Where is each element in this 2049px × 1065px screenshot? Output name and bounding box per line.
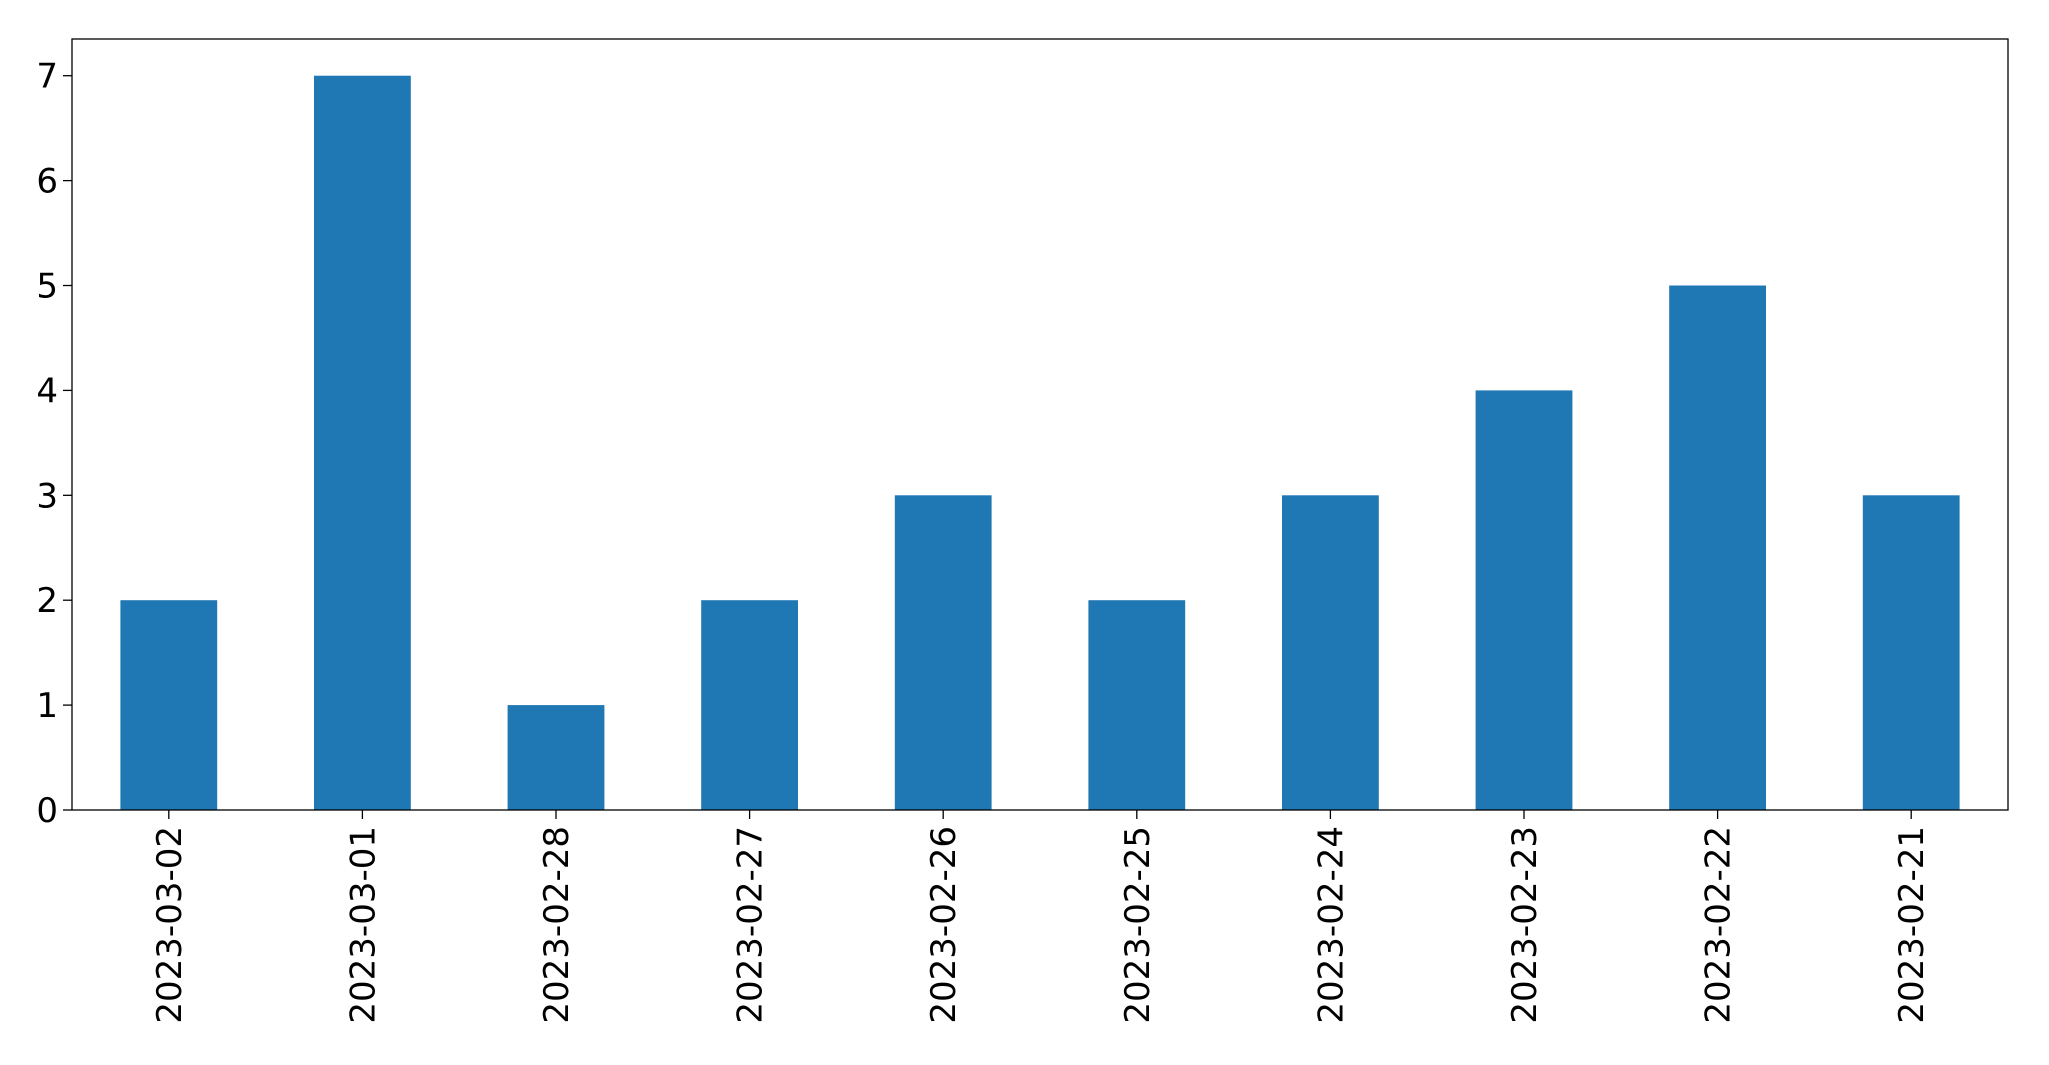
x-tick-label: 2023-02-28: [537, 826, 577, 1024]
y-tick-label: 5: [36, 267, 58, 307]
y-tick-label: 6: [36, 162, 58, 202]
x-tick-label: 2023-02-23: [1505, 826, 1545, 1024]
x-tick-label: 2023-02-27: [731, 826, 771, 1024]
x-tick-label: 2023-02-22: [1699, 826, 1739, 1024]
x-tick-label: 2023-03-01: [343, 826, 383, 1024]
plot-frame: [71, 38, 2009, 811]
y-tick-label: 7: [36, 57, 58, 97]
bar: [120, 600, 218, 810]
y-tick-label: 0: [36, 791, 58, 831]
x-tick-label: 2023-03-02: [150, 826, 190, 1024]
x-tick-label: 2023-02-25: [1118, 826, 1158, 1024]
bar: [894, 495, 992, 810]
bar: [314, 75, 411, 810]
x-tick-label: 2023-02-24: [1311, 826, 1351, 1024]
y-tick-label: 1: [36, 686, 58, 726]
y-tick-label: 3: [36, 476, 58, 516]
bar: [1088, 600, 1186, 810]
bar: [507, 705, 605, 810]
bar: [1862, 495, 1960, 810]
bar: [1669, 285, 1766, 810]
y-tick-label: 4: [36, 371, 58, 411]
bar: [1475, 390, 1573, 810]
bar: [1282, 495, 1379, 810]
x-tick-label: 2023-02-26: [924, 826, 964, 1024]
y-tick-label: 2: [36, 581, 58, 621]
x-tick-label: 2023-02-21: [1892, 826, 1932, 1024]
bar: [701, 600, 798, 810]
